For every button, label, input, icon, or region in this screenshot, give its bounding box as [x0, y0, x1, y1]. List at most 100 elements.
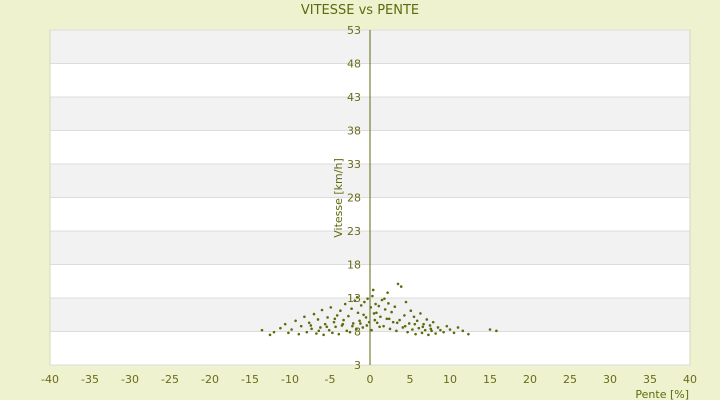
x-tick-label: -30 — [121, 373, 139, 386]
y-tick-label: 3 — [354, 359, 361, 372]
x-tick-label: 30 — [603, 373, 617, 386]
data-point — [467, 332, 470, 336]
data-point — [422, 322, 425, 326]
data-point — [391, 320, 395, 324]
data-point — [421, 325, 425, 329]
data-point — [378, 325, 381, 329]
x-tick-label: -10 — [281, 373, 299, 386]
data-point — [395, 321, 399, 325]
data-point — [364, 316, 368, 319]
data-point — [385, 317, 389, 321]
y-tick-label: 48 — [347, 58, 361, 71]
data-point — [309, 324, 313, 327]
data-point — [307, 321, 311, 325]
data-point — [442, 330, 445, 334]
data-point — [367, 320, 371, 324]
data-point — [375, 321, 379, 325]
data-point — [375, 311, 378, 315]
data-point — [279, 326, 282, 330]
data-point — [353, 299, 357, 302]
data-point — [322, 333, 325, 337]
data-point — [439, 328, 442, 332]
data-point — [420, 331, 424, 335]
data-point — [412, 315, 416, 319]
data-point — [283, 322, 287, 326]
data-point — [374, 302, 377, 306]
data-point — [297, 332, 301, 336]
data-point — [456, 326, 460, 329]
data-point — [390, 310, 393, 314]
data-point — [415, 319, 419, 323]
x-tick-label: -15 — [241, 373, 259, 386]
y-tick-label: 28 — [347, 192, 361, 205]
data-point — [396, 282, 400, 286]
x-tick-label: 25 — [563, 373, 577, 386]
data-point — [361, 326, 365, 329]
data-point — [299, 324, 303, 328]
data-point — [373, 318, 377, 322]
data-point — [417, 326, 421, 330]
data-point — [403, 324, 407, 328]
data-point — [341, 322, 345, 326]
data-point — [406, 330, 409, 334]
x-axis: -40 -35 -30 -25 -20 -15 -10 -5 0 5 10 15 20 25 30 35 40 — [41, 373, 697, 386]
data-point — [337, 332, 341, 336]
x-tick-label: 10 — [443, 373, 457, 386]
y-tick-label: 53 — [347, 24, 361, 37]
data-point — [409, 309, 413, 313]
data-point — [351, 324, 354, 328]
data-point — [398, 318, 401, 322]
data-point — [430, 329, 433, 333]
data-point — [326, 316, 329, 319]
data-point — [331, 331, 334, 335]
data-point — [488, 328, 492, 331]
x-tick-label: -40 — [41, 373, 59, 386]
data-point — [355, 296, 359, 299]
data-point — [380, 298, 384, 302]
data-point — [316, 318, 320, 321]
data-point — [407, 322, 411, 325]
y-axis-title: Vitesse [km/h] — [332, 158, 345, 238]
data-point — [371, 288, 375, 292]
data-point — [377, 304, 381, 308]
data-point — [355, 327, 358, 331]
data-point — [365, 324, 369, 327]
x-tick-label: 35 — [643, 373, 657, 386]
data-point — [445, 324, 449, 328]
data-point — [387, 302, 390, 305]
data-point — [383, 308, 387, 311]
data-point — [366, 297, 369, 300]
data-point — [260, 328, 264, 332]
data-point — [290, 328, 293, 331]
x-tick-label: -5 — [325, 373, 336, 386]
data-point — [362, 313, 365, 317]
data-point — [332, 320, 336, 324]
data-point — [399, 285, 403, 288]
data-point — [388, 327, 392, 331]
data-point — [386, 291, 389, 294]
data-point — [379, 315, 382, 319]
x-tick-label: -25 — [161, 373, 179, 386]
y-tick-label: 33 — [347, 158, 361, 171]
data-point — [448, 328, 452, 331]
data-point — [347, 314, 350, 318]
data-point — [423, 328, 427, 332]
data-point — [383, 297, 386, 300]
data-point — [419, 312, 422, 315]
y-tick-label: 23 — [347, 225, 361, 238]
data-point — [315, 332, 318, 335]
data-point — [323, 322, 327, 326]
data-point — [436, 326, 440, 329]
data-point — [434, 332, 437, 335]
data-point — [452, 331, 456, 335]
data-point — [272, 330, 276, 334]
data-point — [431, 320, 435, 324]
data-point — [325, 325, 329, 329]
x-tick-label: 15 — [483, 373, 497, 386]
data-point — [413, 322, 417, 326]
data-point — [393, 305, 397, 309]
data-point — [371, 294, 374, 298]
y-tick-label: 43 — [347, 91, 361, 104]
data-point — [303, 315, 306, 319]
